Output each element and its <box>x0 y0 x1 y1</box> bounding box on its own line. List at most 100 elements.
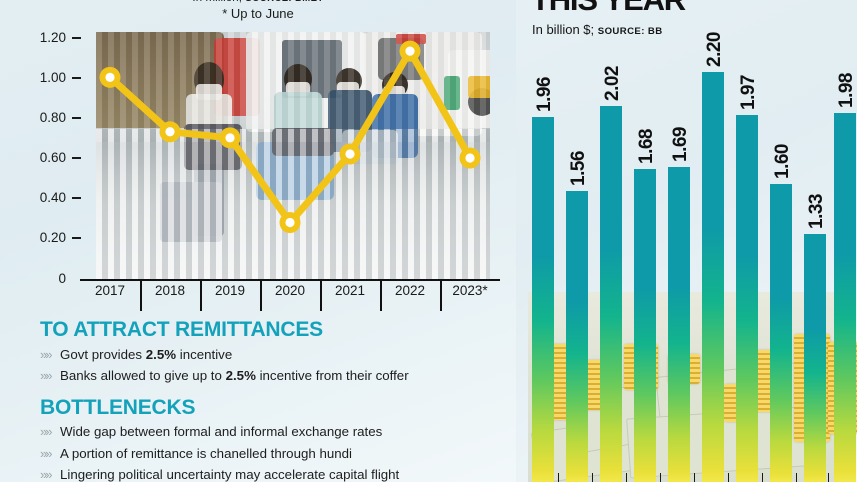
bar-chart: 1.96 1.56 2.02 1.68 1.69 2.20 1.97 1.60 … <box>516 0 857 482</box>
section-title-to-attract-remittances: TO ATTRACT REMITTANCES <box>40 318 323 341</box>
y-tick-label-1.00: 1.00 <box>39 70 66 85</box>
data-point-marker-center <box>165 127 175 137</box>
bar-value-10: 1.98 <box>836 73 857 108</box>
x-tick-label-2021: 2021 <box>334 283 366 298</box>
bar-value-8: 1.60 <box>772 143 793 179</box>
bullet-post: incentive <box>176 346 233 362</box>
bullet-strong: 2.5% <box>225 367 256 383</box>
y-tick-label-0.60: 0.60 <box>39 150 66 165</box>
bullet-blocks: TO ATTRACT REMITTANCES »» Govt provides … <box>40 318 510 482</box>
bar-1 <box>532 116 554 482</box>
x-tick-label-2019: 2019 <box>214 283 246 298</box>
x-tick-label-2022: 2022 <box>394 283 426 298</box>
line-chart-source: In million, SOURCE: BMET <box>0 0 516 4</box>
x-axis-separator <box>380 281 382 311</box>
bar-value-7: 1.97 <box>738 74 759 110</box>
bar-chart-title: THIS YEAR <box>531 0 686 15</box>
bullet-text: A portion of remittance is chanelled thr… <box>60 445 352 461</box>
x-axis-separator <box>440 281 442 311</box>
bar-value-9: 1.33 <box>806 194 827 230</box>
x-axis-separator <box>260 281 262 311</box>
bar-value-4: 1.68 <box>636 128 657 164</box>
bar-value-5: 1.69 <box>670 127 691 163</box>
y-tick-mark <box>72 237 81 239</box>
bar-value-6: 2.20 <box>704 32 725 67</box>
data-point-marker-center <box>465 153 475 163</box>
line-chart-source-label: SOURCE: BMET <box>245 0 323 4</box>
data-point-marker-center <box>345 149 355 159</box>
x-axis-separator <box>140 281 142 311</box>
double-chevron-icon: »» <box>40 346 52 362</box>
double-chevron-icon: »» <box>40 367 52 383</box>
y-tick-label-0.80: 0.80 <box>39 110 66 125</box>
y-tick-mark <box>72 157 81 159</box>
bar-10 <box>834 113 856 482</box>
list-item: »» Lingering political uncertainty may a… <box>40 467 510 482</box>
bullet-pre: Banks allowed to give up to <box>60 367 226 383</box>
list-item: »» Banks allowed to give up to 2.5% ince… <box>40 368 510 384</box>
bar-tick <box>762 473 764 482</box>
bar-2 <box>566 191 588 482</box>
x-tick-label-2018: 2018 <box>154 283 186 298</box>
bar-chart-subtitle-prefix: In billion $; <box>532 22 598 37</box>
y-tick-mark <box>72 37 81 39</box>
y-tick-label-0.20: 0.20 <box>39 230 66 245</box>
bar-tick <box>592 473 594 482</box>
data-point-marker-center <box>105 72 115 82</box>
list-item: »» Wide gap between formal and informal … <box>40 424 510 440</box>
y-tick-mark <box>72 77 81 79</box>
bullet-text: Lingering political uncertainty may acce… <box>60 466 400 482</box>
y-tick-label-0: 0 <box>58 271 66 286</box>
bullet-post: incentive from their coffer <box>255 367 409 383</box>
bar-8 <box>770 183 792 482</box>
section-title-bottlenecks: BOTTLENECKS <box>40 395 196 419</box>
data-point-marker-center <box>225 133 235 143</box>
bar-7 <box>736 114 758 482</box>
bar-tick <box>828 473 830 482</box>
y-tick-label-1.20: 1.20 <box>39 30 66 45</box>
bar-tick <box>558 473 560 482</box>
y-tick-mark <box>72 117 81 119</box>
x-axis-line <box>80 279 500 282</box>
x-axis-separator <box>320 281 322 311</box>
bar-value-2: 1.56 <box>568 151 589 187</box>
data-point-marker-center <box>405 46 415 56</box>
bar-4 <box>634 168 656 482</box>
bar-5 <box>668 167 690 482</box>
line-chart-header: In million, SOURCE: BMET * Up to June <box>0 0 516 21</box>
left-panel: In million, SOURCE: BMET * Up to June <box>0 0 516 482</box>
bullet-text: Wide gap between formal and informal exc… <box>60 424 383 440</box>
data-point-marker-center <box>285 217 295 228</box>
y-tick-label-0.40: 0.40 <box>39 190 66 205</box>
double-chevron-icon: »» <box>40 466 52 482</box>
y-tick-mark <box>72 197 81 199</box>
bar-tick <box>626 473 628 482</box>
bar-value-3: 2.02 <box>602 65 623 101</box>
bullet-text: Banks allowed to give up to 2.5% incenti… <box>60 368 409 384</box>
bar-6 <box>702 72 724 482</box>
line-chart-note: * Up to June <box>222 6 294 21</box>
bar-9 <box>804 234 826 482</box>
bullet-pre: Govt provides <box>60 346 146 362</box>
bar-value-1: 1.96 <box>534 76 555 112</box>
list-item: »» A portion of remittance is chanelled … <box>40 446 510 462</box>
bar-chart-source-label: SOURCE: BB <box>597 26 663 37</box>
line-chart: 1.20 1.00 0.80 0.60 0.40 0.20 0 <box>0 28 516 311</box>
x-tick-label-2017: 2017 <box>94 283 126 298</box>
bar-tick <box>728 473 730 482</box>
double-chevron-icon: »» <box>40 445 52 461</box>
list-item: »» Govt provides 2.5% incentive <box>40 347 510 363</box>
line-series <box>99 40 481 234</box>
x-tick-label-2023: 2023* <box>452 283 488 298</box>
bullet-strong: 2.5% <box>145 346 177 362</box>
bullet-text: Govt provides 2.5% incentive <box>60 347 232 363</box>
x-tick-label-2020: 2020 <box>274 283 306 298</box>
bar-3 <box>600 105 622 482</box>
bar-tick <box>796 473 798 482</box>
bar-tick <box>660 473 662 482</box>
x-axis-separator <box>200 281 202 311</box>
bar-chart-subtitle: In billion $; SOURCE: BB <box>532 22 663 37</box>
right-panel: THIS YEAR In billion $; SOURCE: BB <box>516 0 857 482</box>
line-chart-source-prefix: In million, <box>192 0 245 4</box>
